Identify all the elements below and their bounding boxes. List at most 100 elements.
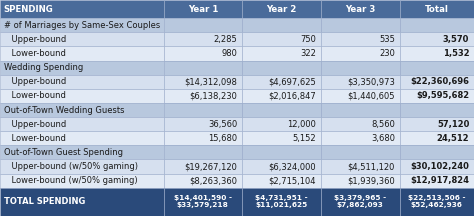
Bar [400,89,474,103]
Text: $22,513,506 -
$52,462,936: $22,513,506 - $52,462,936 [408,195,465,208]
Bar [164,46,242,60]
Bar [242,131,321,145]
Bar [321,18,400,32]
Bar [0,131,164,145]
Text: 980: 980 [222,49,237,58]
Text: Year 1: Year 1 [188,5,218,14]
Text: 8,560: 8,560 [371,120,395,129]
Text: 1,532: 1,532 [443,49,469,58]
Bar [400,18,474,32]
Bar [242,159,321,174]
Bar [164,75,242,89]
Bar [321,75,400,89]
Bar [321,131,400,145]
Bar [242,18,321,32]
Text: Lower-bound (w/50% gaming): Lower-bound (w/50% gaming) [1,176,137,185]
Text: $4,731,951 -
$11,021,625: $4,731,951 - $11,021,625 [255,195,308,208]
Bar [321,46,400,60]
Text: $9,595,682: $9,595,682 [416,91,469,100]
Bar [321,32,400,46]
Bar [400,60,474,75]
Bar [242,145,321,159]
Bar [164,103,242,117]
Text: $3,350,973: $3,350,973 [347,77,395,86]
Bar [242,75,321,89]
Bar [321,174,400,188]
Bar [321,117,400,131]
Bar [164,174,242,188]
Bar [242,32,321,46]
Text: Upper-bound: Upper-bound [1,35,66,44]
Bar [321,103,400,117]
Bar [0,75,164,89]
Bar [0,117,164,131]
Bar [400,131,474,145]
Bar [400,188,474,216]
Bar [164,131,242,145]
Bar [164,159,242,174]
Bar [400,117,474,131]
Text: 15,680: 15,680 [209,134,237,143]
Text: 3,680: 3,680 [371,134,395,143]
Bar [0,188,164,216]
Text: Year 2: Year 2 [266,5,297,14]
Bar [400,174,474,188]
Text: 230: 230 [379,49,395,58]
Bar [321,0,400,18]
Text: $14,312,098: $14,312,098 [184,77,237,86]
Text: $14,401,590 -
$33,579,218: $14,401,590 - $33,579,218 [174,195,232,208]
Text: $8,263,360: $8,263,360 [190,176,237,185]
Bar [242,46,321,60]
Text: Lower-bound: Lower-bound [1,49,66,58]
Text: SPENDING: SPENDING [4,5,54,14]
Text: TOTAL SPENDING: TOTAL SPENDING [4,197,85,206]
Text: Wedding Spending: Wedding Spending [4,63,83,72]
Text: $6,324,000: $6,324,000 [269,162,316,171]
Text: $3,379,965 -
$7,862,093: $3,379,965 - $7,862,093 [334,195,386,208]
Text: Lower-bound: Lower-bound [1,134,66,143]
Text: Upper-bound (w/50% gaming): Upper-bound (w/50% gaming) [1,162,138,171]
Text: $22,360,696: $22,360,696 [410,77,469,86]
Text: 57,120: 57,120 [437,120,469,129]
Text: Total: Total [425,5,449,14]
Text: 24,512: 24,512 [437,134,469,143]
Bar [0,103,474,117]
Text: 12,000: 12,000 [287,120,316,129]
Bar [0,18,474,32]
Text: 322: 322 [301,49,316,58]
Text: 750: 750 [301,35,316,44]
Text: $4,511,120: $4,511,120 [347,162,395,171]
Bar [164,32,242,46]
Bar [242,0,321,18]
Text: $12,917,824: $12,917,824 [410,176,469,185]
Bar [321,159,400,174]
Bar [400,75,474,89]
Bar [242,174,321,188]
Text: $2,016,847: $2,016,847 [268,91,316,100]
Text: Year 3: Year 3 [345,5,375,14]
Bar [400,103,474,117]
Text: # of Marriages by Same-Sex Couples: # of Marriages by Same-Sex Couples [4,21,160,30]
Bar [242,188,321,216]
Bar [400,159,474,174]
Text: Out-of-Town Guest Spending: Out-of-Town Guest Spending [4,148,123,157]
Bar [242,60,321,75]
Bar [0,60,474,75]
Text: Lower-bound: Lower-bound [1,91,66,100]
Bar [164,18,242,32]
Bar [400,0,474,18]
Text: $4,697,625: $4,697,625 [268,77,316,86]
Bar [0,0,164,18]
Bar [321,188,400,216]
Bar [0,32,164,46]
Text: 535: 535 [379,35,395,44]
Text: Upper-bound: Upper-bound [1,77,66,86]
Bar [0,145,474,159]
Bar [0,89,164,103]
Bar [400,145,474,159]
Bar [0,159,164,174]
Bar [164,0,242,18]
Bar [242,89,321,103]
Bar [164,145,242,159]
Bar [321,145,400,159]
